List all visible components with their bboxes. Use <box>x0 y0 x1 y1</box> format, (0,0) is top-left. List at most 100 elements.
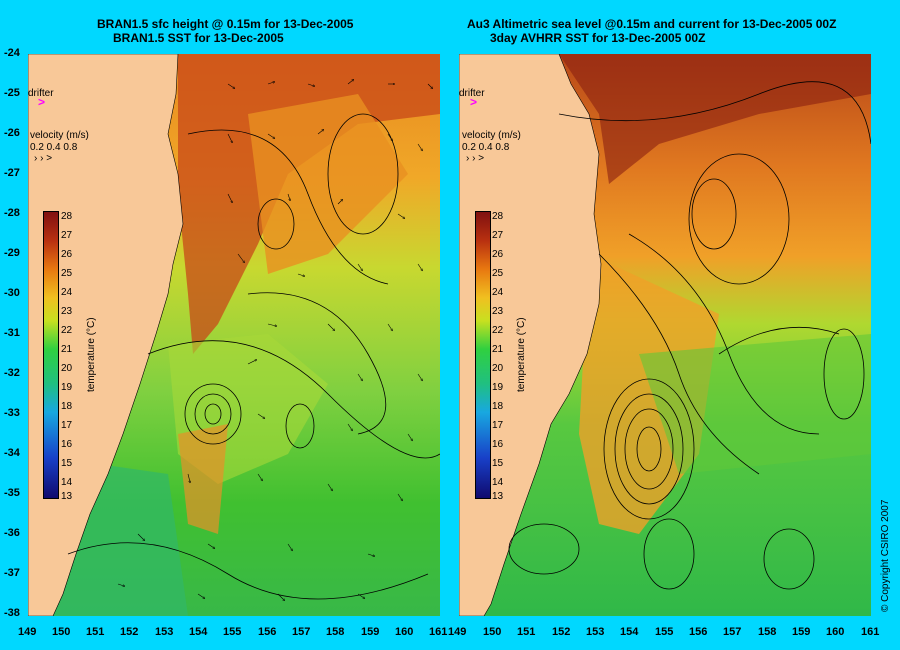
colorbar-tick-label: 13 <box>492 491 504 502</box>
colorbar-tick-label: 16 <box>61 439 73 450</box>
velocity-legend-label: velocity (m/s) <box>462 130 521 141</box>
x-tick-label: 152 <box>120 626 139 638</box>
right-title-line1: Au3 Altimetric sea level @0.15m and curr… <box>467 17 837 31</box>
y-tick-label: -35 <box>4 487 20 499</box>
right-title-line2: 3day AVHRR SST for 13-Dec-2005 00Z <box>490 31 706 45</box>
y-tick-label: -33 <box>4 407 20 419</box>
drifter-label: drifter <box>28 88 54 99</box>
colorbar-title: temperature (°C) <box>516 317 527 392</box>
x-tick-label: 156 <box>258 626 277 638</box>
colorbar-tick-label: 16 <box>492 439 504 450</box>
y-tick-label: -36 <box>4 527 20 539</box>
colorbar-tick-label: 14 <box>492 477 504 488</box>
x-tick-label: 150 <box>483 626 502 638</box>
x-tick-label: 160 <box>395 626 414 638</box>
x-tick-label: 158 <box>758 626 777 638</box>
colorbar-tick-label: 24 <box>61 287 73 298</box>
x-tick-label: 153 <box>155 626 174 638</box>
drifter-marker-icon: > <box>38 95 46 109</box>
temperature-colorbar <box>475 211 491 499</box>
left-map-svg <box>28 54 440 616</box>
x-tick-label: 159 <box>792 626 811 638</box>
x-tick-label: 156 <box>689 626 708 638</box>
coastline-land <box>459 54 602 616</box>
y-tick-label: -27 <box>4 167 20 179</box>
colorbar-tick-label: 19 <box>492 382 504 393</box>
x-tick-label: 149 <box>448 626 467 638</box>
x-tick-label: 161 <box>429 626 448 638</box>
velocity-legend-label: velocity (m/s) <box>30 130 89 141</box>
colorbar-tick-label: 15 <box>492 458 504 469</box>
x-tick-label: 155 <box>223 626 242 638</box>
x-tick-label: 152 <box>552 626 571 638</box>
x-tick-label: 153 <box>586 626 605 638</box>
x-tick-label: 151 <box>517 626 536 638</box>
velocity-legend-values: 0.2 0.4 0.8 <box>462 142 510 153</box>
colorbar-tick-label: 27 <box>492 230 504 241</box>
y-tick-label: -34 <box>4 447 20 459</box>
colorbar-title: temperature (°C) <box>86 317 97 392</box>
colorbar-tick-label: 13 <box>61 491 73 502</box>
right-map-panel <box>459 54 871 616</box>
x-tick-label: 160 <box>826 626 845 638</box>
colorbar-tick-label: 19 <box>61 382 73 393</box>
right-map-svg <box>459 54 871 616</box>
colorbar-tick-label: 18 <box>492 401 504 412</box>
colorbar-tick-label: 17 <box>61 420 73 431</box>
colorbar-tick-label: 22 <box>492 325 504 336</box>
colorbar-tick-label: 24 <box>492 287 504 298</box>
left-title-line2: BRAN1.5 SST for 13-Dec-2005 <box>113 31 284 45</box>
coastline-land <box>28 54 184 616</box>
y-tick-label: -28 <box>4 207 20 219</box>
velocity-legend-values: 0.2 0.4 0.8 <box>30 142 78 153</box>
colorbar-tick-label: 21 <box>61 344 73 355</box>
x-tick-label: 155 <box>655 626 674 638</box>
x-tick-label: 150 <box>52 626 71 638</box>
colorbar-tick-label: 26 <box>492 249 504 260</box>
colorbar-tick-label: 25 <box>61 268 73 279</box>
colorbar-tick-label: 25 <box>492 268 504 279</box>
x-tick-label: 161 <box>861 626 880 638</box>
filament <box>178 424 228 534</box>
x-tick-label: 149 <box>18 626 37 638</box>
y-tick-label: -32 <box>4 367 20 379</box>
y-tick-label: -29 <box>4 247 20 259</box>
y-tick-label: -25 <box>4 87 20 99</box>
y-tick-label: -30 <box>4 287 20 299</box>
colorbar-tick-label: 14 <box>61 477 73 488</box>
drifter-marker-icon: > <box>470 95 478 109</box>
copyright-notice: © Copyright CSIRO 2007 <box>880 499 891 612</box>
velocity-legend-arrows-icon: › › > <box>34 153 53 164</box>
colorbar-tick-label: 15 <box>61 458 73 469</box>
x-tick-label: 158 <box>326 626 345 638</box>
cool-water <box>639 334 871 474</box>
colorbar-tick-label: 27 <box>61 230 73 241</box>
y-tick-label: -26 <box>4 127 20 139</box>
velocity-vectors <box>117 80 432 600</box>
warm-current <box>178 54 440 354</box>
colorbar-tick-label: 23 <box>61 306 73 317</box>
colorbar-tick-label: 23 <box>492 306 504 317</box>
height-contours <box>508 81 871 590</box>
y-tick-label: -38 <box>4 607 20 619</box>
warm-pool <box>248 94 408 274</box>
y-tick-label: -37 <box>4 567 20 579</box>
drifter-label: drifter <box>459 88 485 99</box>
y-tick-label: -31 <box>4 327 20 339</box>
colorbar-tick-label: 28 <box>61 211 73 222</box>
colorbar-tick-label: 21 <box>492 344 504 355</box>
x-tick-label: 154 <box>189 626 208 638</box>
colorbar-tick-label: 28 <box>492 211 504 222</box>
colorbar-tick-label: 26 <box>61 249 73 260</box>
colorbar-tick-label: 17 <box>492 420 504 431</box>
left-map-panel <box>28 54 440 616</box>
warm-core <box>559 54 871 184</box>
colorbar-tick-label: 22 <box>61 325 73 336</box>
x-tick-label: 154 <box>620 626 639 638</box>
colorbar-tick-label: 20 <box>61 363 73 374</box>
x-tick-label: 159 <box>361 626 380 638</box>
velocity-legend-arrows-icon: › › > <box>466 153 485 164</box>
colorbar-tick-label: 20 <box>492 363 504 374</box>
y-tick-label: -24 <box>4 47 20 59</box>
colorbar-tick-label: 18 <box>61 401 73 412</box>
